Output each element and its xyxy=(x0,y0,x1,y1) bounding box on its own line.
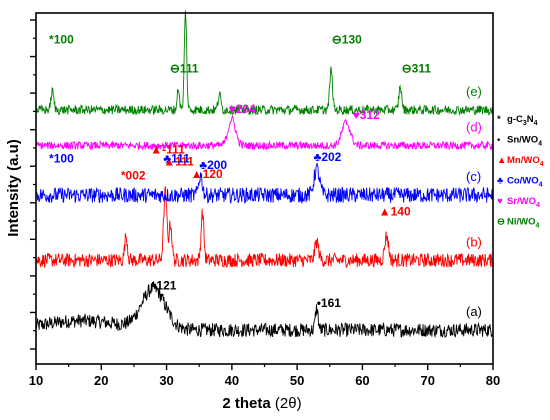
peak-label-5-1: *100 xyxy=(49,32,74,46)
series-tag-2: (b) xyxy=(466,234,482,249)
x-axis-label-main: 2 theta xyxy=(222,395,271,412)
peak-label-2-3: ▲111 xyxy=(163,155,194,169)
peak-label-4-1: ♥204 xyxy=(229,102,256,116)
y-axis-label: Intensity (a.u) xyxy=(5,139,22,237)
legend-label-3: Mn/WO4 xyxy=(507,155,544,168)
annotation-layer: (a) •121 •161 (b) *002 ▲-111▲111▲120 ▲140 (c) *1… xyxy=(49,32,482,319)
x-tick-label-60: 60 xyxy=(355,373,369,388)
peak-label-3-1: *100 xyxy=(49,152,74,166)
x-tick-label-30: 30 xyxy=(159,373,173,388)
peak-label-3-2: ♣111 xyxy=(163,152,190,166)
x-axis-label: 2 theta (2θ) xyxy=(222,395,301,412)
x-ticks: 10 20 30 40 50 60 70 80 xyxy=(29,364,500,388)
x-tick-label-40: 40 xyxy=(225,373,239,388)
x-tick-label-80: 80 xyxy=(486,373,500,388)
peak-label-5-2: ⊖111 xyxy=(170,62,199,76)
y-ticks xyxy=(30,19,36,350)
x-axis-label-suffix: (2θ) xyxy=(275,395,302,412)
peak-label-2-2: ▲-111 xyxy=(150,142,185,156)
peak-label-3-3: ♣200 xyxy=(199,158,227,172)
legend-symbol-4: ♣ xyxy=(497,176,503,187)
x-tick-label-10: 10 xyxy=(29,373,43,388)
series-line-5 xyxy=(35,10,494,117)
x-tick-label-70: 70 xyxy=(420,373,434,388)
peak-label-2-5: ▲140 xyxy=(379,204,411,218)
x-tick-label-20: 20 xyxy=(94,373,108,388)
peak-label-5-5: ⊖311 xyxy=(402,62,432,76)
legend: * g-C3N4 • Sn/WO4▲ Mn/WO4 ♣ Co/WO4 ♥ Sr/WO4⊖ Ni/W… xyxy=(497,114,544,230)
series-layer xyxy=(35,10,494,339)
series-tag-1: (a) xyxy=(466,304,482,319)
peak-label-2-4: ▲120 xyxy=(191,167,223,181)
peak-label-1-1: •121 xyxy=(152,279,177,293)
legend-symbol-3: ▲ xyxy=(497,155,506,166)
peak-label-5-4: ⊖130 xyxy=(332,32,362,46)
peak-label-1-2: •161 xyxy=(317,296,342,310)
legend-label-6: Ni/WO4 xyxy=(507,217,540,230)
legend-symbol-6: ⊖ xyxy=(497,217,505,228)
legend-symbol-2: • xyxy=(497,135,501,146)
x-tick-label-50: 50 xyxy=(290,373,304,388)
series-line-4 xyxy=(35,115,494,151)
peak-label-2-1: *002 xyxy=(121,169,146,183)
series-tag-3: (c) xyxy=(466,169,481,184)
legend-symbol-1: * xyxy=(497,114,501,125)
series-tag-5: (e) xyxy=(466,84,482,99)
legend-label-5: Sr/WO4 xyxy=(507,196,540,209)
legend-symbol-5: ♥ xyxy=(497,196,503,207)
series-tag-4: (d) xyxy=(466,120,482,135)
peak-label-4-2: ♥312 xyxy=(353,108,380,122)
peak-label-3-4: ♣202 xyxy=(313,150,341,164)
legend-label-2: Sn/WO4 xyxy=(507,135,542,148)
series-line-2 xyxy=(35,186,494,269)
legend-label-1: g-C3N4 xyxy=(507,114,538,127)
series-line-3 xyxy=(35,162,494,205)
legend-label-4: Co/WO4 xyxy=(507,176,543,189)
series-line-1 xyxy=(35,281,494,339)
